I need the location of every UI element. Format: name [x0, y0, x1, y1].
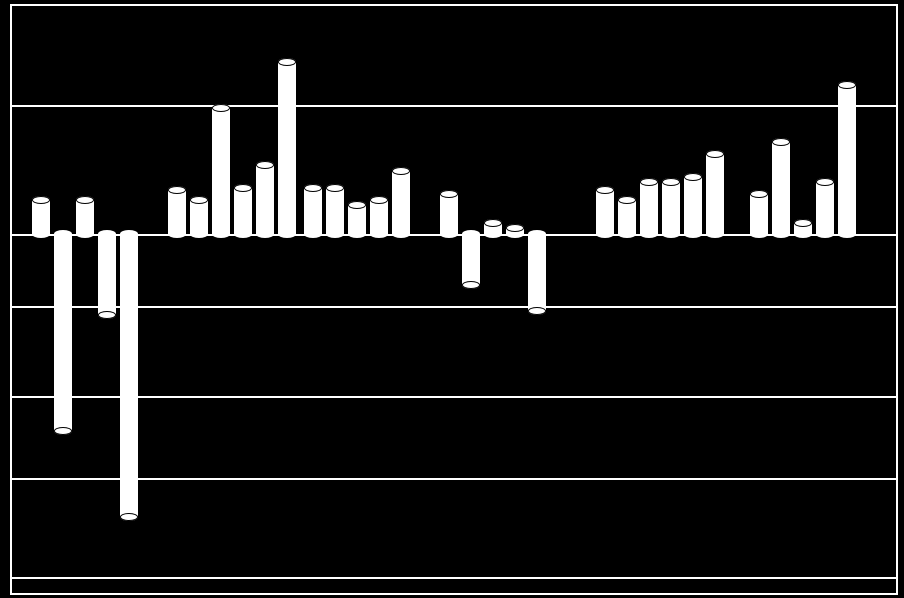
gridline [10, 4, 898, 6]
gridline [10, 105, 898, 107]
floor-right [896, 577, 898, 595]
frame-left [10, 4, 12, 593]
gridline [10, 396, 898, 398]
floor-left [10, 577, 12, 595]
gridline [10, 478, 898, 480]
floor-bottom [10, 593, 898, 595]
floor-top [10, 577, 898, 579]
gridline [10, 306, 898, 308]
baseline [10, 234, 898, 236]
frame-right [896, 4, 898, 593]
bar-chart [0, 0, 904, 598]
